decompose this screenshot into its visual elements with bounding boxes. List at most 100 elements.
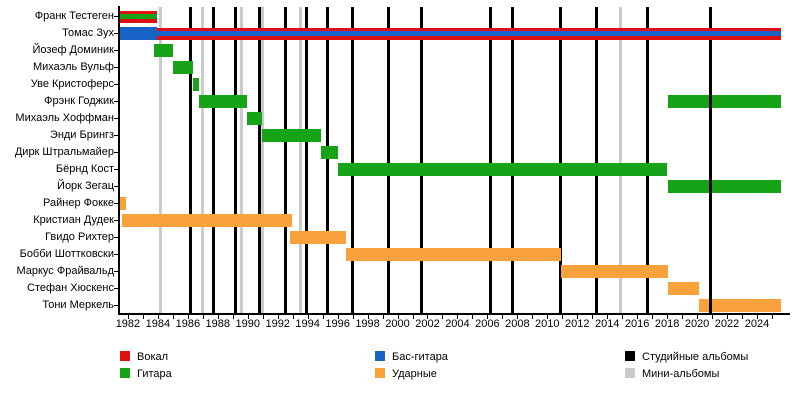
member-name: Йозеф Доминик [32, 44, 114, 56]
studio-album-line [387, 7, 391, 313]
member-name: Фрэнк Годжик [44, 95, 114, 107]
studio-album-line [283, 7, 287, 313]
studio-album-line [488, 7, 492, 313]
mini-album-line [159, 7, 163, 313]
x-axis-tick [247, 315, 249, 319]
mini-album-line [201, 7, 205, 313]
member-name: Кристиан Дудек [33, 214, 114, 226]
legend-swatch-mini [625, 368, 635, 378]
studio-album-line [558, 7, 562, 313]
y-axis-tick [114, 271, 118, 272]
x-axis-tick [487, 315, 489, 319]
member-name: Томас Зух [62, 27, 114, 39]
x-axis-tick [682, 315, 684, 319]
secondary-role-stripe [157, 31, 781, 36]
member-bar [154, 44, 173, 57]
studio-album-line [234, 7, 238, 313]
member-name: Стефан Хюскенс [27, 282, 114, 294]
y-axis-tick [114, 152, 118, 153]
member-bar [261, 129, 322, 142]
x-axis-tick [157, 315, 159, 319]
y-axis-tick [114, 101, 118, 102]
y-axis-tick [114, 203, 118, 204]
member-name: Дирк Штральмайер [14, 146, 114, 158]
legend-label: Бас-гитара [392, 351, 448, 363]
x-axis-tick [472, 315, 474, 319]
x-axis-tick [367, 315, 369, 319]
legend-swatch-drums [375, 368, 385, 378]
legend-item: Мини-альбомы [625, 368, 719, 380]
legend-label: Мини-альбомы [642, 368, 720, 380]
x-axis-tick [502, 315, 504, 319]
y-axis-tick [114, 305, 118, 306]
y-axis-tick [114, 67, 118, 68]
x-axis-tick [307, 315, 309, 319]
member-bar [345, 248, 561, 261]
x-axis-line [118, 313, 790, 315]
member-bar [120, 197, 126, 210]
member-bar [667, 95, 781, 108]
x-axis-tick [262, 315, 264, 319]
x-axis-tick [667, 315, 669, 319]
member-name: Маркус Фрайвальд [16, 265, 114, 277]
x-axis-tick [202, 315, 204, 319]
x-axis-tick [607, 315, 609, 319]
x-axis-year-label: 1984 [145, 318, 171, 330]
x-axis-tick [352, 315, 354, 319]
x-axis-tick [172, 315, 174, 319]
studio-album-line [325, 7, 329, 313]
x-axis-tick [771, 315, 773, 319]
x-axis-tick [232, 315, 234, 319]
member-bar [172, 61, 194, 74]
x-axis-tick [637, 315, 639, 319]
x-axis-year-label: 2020 [684, 318, 710, 330]
x-axis-tick [442, 315, 444, 319]
x-axis-tick [457, 315, 459, 319]
studio-album-line [646, 7, 650, 313]
member-name: Бобби Шоттковски [19, 248, 114, 260]
x-axis-tick [622, 315, 624, 319]
mini-album-line [299, 7, 303, 313]
legend-label: Студийные альбомы [642, 351, 749, 363]
member-bar [289, 231, 346, 244]
member-name: Энди Брингз [49, 129, 114, 141]
x-axis-tick [292, 315, 294, 319]
x-axis-year-label: 1996 [325, 318, 350, 330]
studio-album-line [709, 7, 713, 313]
legend-swatch-studio [625, 351, 635, 361]
y-axis-tick [114, 84, 118, 85]
member-name: Йорк Зегац [57, 180, 114, 192]
member-bar [560, 265, 668, 278]
x-axis-year-label: 2024 [744, 318, 770, 330]
studio-album-line [258, 7, 262, 313]
y-axis-tick [114, 186, 118, 187]
member-name: Гвидо Рихтер [45, 231, 114, 243]
x-axis-year-label: 2016 [624, 318, 650, 330]
mini-album-line [619, 7, 623, 313]
y-axis-line [118, 6, 120, 314]
legend-item: Гитара [120, 368, 172, 380]
x-axis-year-label: 2006 [475, 318, 500, 330]
member-name: Михаэль Вульф [32, 61, 114, 73]
mini-album-line [261, 7, 265, 313]
member-name: Михаэль Хоффман [15, 112, 114, 124]
x-axis-tick [397, 315, 399, 319]
x-axis-tick [742, 315, 743, 319]
x-axis-tick [562, 315, 564, 319]
x-axis-tick [412, 315, 414, 319]
studio-album-line [189, 7, 193, 313]
y-axis-tick [114, 254, 118, 255]
legend-item: Бас-гитара [375, 351, 448, 363]
x-axis-tick [532, 315, 534, 319]
member-name: Бёрнд Кост [55, 163, 114, 175]
x-axis-tick [382, 315, 384, 319]
member-name: Райнер Фокке [43, 197, 114, 209]
y-axis-tick [114, 220, 118, 221]
legend-item: Студийные альбомы [625, 351, 748, 363]
y-axis-tick [114, 50, 118, 51]
member-bar [667, 282, 699, 295]
y-axis-tick [114, 118, 118, 119]
legend-label: Ударные [392, 368, 437, 380]
x-axis-tick [592, 315, 594, 319]
